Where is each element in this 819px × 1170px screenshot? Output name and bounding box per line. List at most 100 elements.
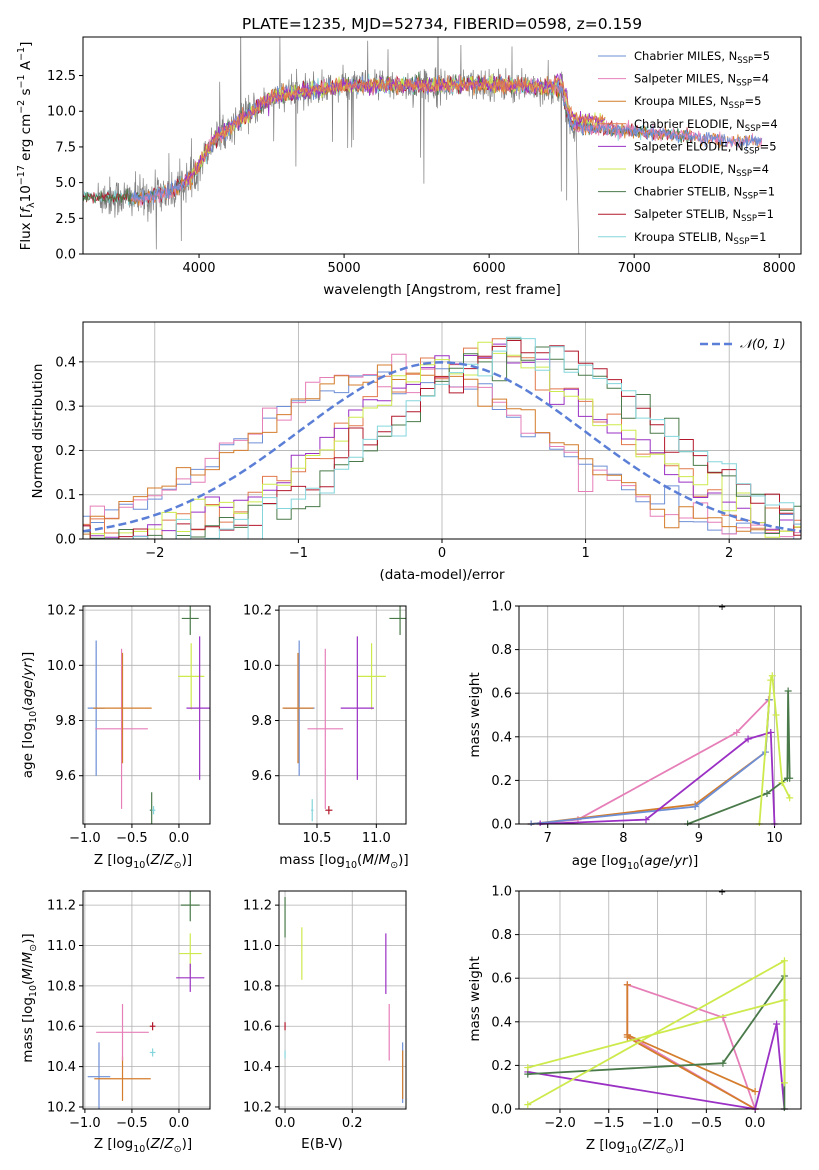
spectrum-xtick-label-1: 5000 bbox=[328, 261, 361, 276]
mass-vs-metallicity-point-4 bbox=[149, 1048, 156, 1057]
spectrum-ytick-label-2: 5.0 bbox=[55, 176, 76, 191]
massweight-vs-age-marker-5-2 bbox=[768, 672, 776, 680]
age-vs-mass-xtick-label-0: 10.5 bbox=[303, 831, 332, 846]
age-vs-metallicity-xtick-label-0: −1.0 bbox=[69, 831, 101, 846]
residual-xtick-label-3: 1 bbox=[581, 546, 589, 561]
spectrum-axes-frame bbox=[82, 36, 802, 255]
residual-xtick-label-4: 2 bbox=[725, 546, 733, 561]
mass-vs-metallicity-point-7 bbox=[176, 963, 205, 992]
spectrum-ytick-label-5: 12.5 bbox=[47, 69, 76, 84]
spectrum-legend: Chabrier MILES, NSSP=5 Salpeter MILES, NS… bbox=[598, 49, 778, 247]
massweight-vs-age-marker-3-2 bbox=[744, 735, 752, 743]
massweight-vs-age-panel: 7 8 9 10 0.0 0.2 0.4 0.6 0.8 1.0 + bbox=[491, 600, 802, 846]
age-vs-metallicity-frame bbox=[82, 605, 211, 825]
mass-vs-metallicity-ylabel: mass [log10(M/M⊙)] bbox=[20, 933, 39, 1062]
residual-legend: 𝒩(0, 1) bbox=[700, 336, 786, 351]
massweight-vs-metallicity-top-marker: + bbox=[718, 887, 726, 898]
mass-vs-ebv-ytick-label-2: 10.6 bbox=[243, 1020, 272, 1035]
age-vs-mass-panel: 10.5 11.0 9.6 9.8 10.0 10.2 bbox=[243, 604, 407, 846]
age-vs-metallicity-point-7 bbox=[186, 636, 210, 780]
age-vs-mass-point-1 bbox=[282, 652, 314, 764]
model-spectrum-3 bbox=[184, 74, 606, 191]
legend-label-4: Salpeter ELODIE, NSSP=5 bbox=[634, 139, 777, 156]
legend-label-6: Chabrier STELIB, NSSP=1 bbox=[634, 185, 775, 202]
legend-label-2: Kroupa MILES, NSSP=5 bbox=[634, 94, 761, 111]
massweight-vs-age-ytick-label-2: 0.4 bbox=[491, 730, 512, 745]
legend-label-1: Salpeter MILES, NSSP=4 bbox=[634, 72, 769, 89]
observed-spectrum bbox=[97, 37, 580, 254]
massweight-vs-metallicity-xlabel: Z [log10(Z/Z⊙)] bbox=[586, 1137, 684, 1156]
massweight-vs-age-frame bbox=[518, 605, 802, 825]
mass-vs-ebv-panel: 0.0 0.2 10.2 10.4 10.6 10.8 11.0 11.2 bbox=[243, 890, 407, 1131]
spectrum-ylabel: Flux [fλ10−17 erg cm−2 s−1 A−1] bbox=[16, 42, 37, 251]
residual-xtick-label-0: −2 bbox=[145, 546, 164, 561]
massweight-vs-age-xtick-label-3: 10 bbox=[766, 831, 783, 846]
mass-vs-ebv-frame bbox=[278, 890, 407, 1110]
massweight-vs-metallicity-marker-4-4 bbox=[524, 1064, 532, 1072]
residual-hist-8 bbox=[83, 336, 801, 539]
residual-ytick-label-3: 0.3 bbox=[55, 400, 76, 415]
age-vs-metallicity-ytick-label-0: 9.6 bbox=[55, 769, 76, 784]
massweight-vs-metallicity-ytick-label-1: 0.2 bbox=[491, 1059, 512, 1074]
mass-vs-metallicity-panel: −1.0 −0.5 0.0 10.2 10.4 10.6 10.8 11.0 11.2 bbox=[47, 890, 211, 1131]
massweight-vs-metallicity-xtick-label-0: −2.0 bbox=[544, 1116, 576, 1131]
spectrum-xtick-label-4: 8000 bbox=[763, 261, 796, 276]
mass-vs-ebv-ytick-label-5: 11.2 bbox=[243, 899, 272, 914]
gaussian-curve bbox=[83, 361, 801, 533]
age-vs-metallicity-ytick-label-1: 9.8 bbox=[55, 714, 76, 729]
massweight-vs-age-xtick-label-2: 9 bbox=[695, 831, 703, 846]
residual-panel: −2 −1 0 1 2 0.0 0.1 0.2 0.3 0.4 (data-model)/erro… bbox=[30, 321, 802, 583]
mass-vs-metallicity-ytick-label-0: 10.2 bbox=[47, 1100, 76, 1115]
age-vs-mass-point-5 bbox=[357, 643, 386, 710]
massweight-vs-metallicity-marker-1-4 bbox=[751, 1088, 759, 1096]
legend-label-0: Chabrier MILES, NSSP=5 bbox=[634, 49, 770, 66]
massweight-vs-age-ytick-label-1: 0.2 bbox=[491, 774, 512, 789]
residual-xtick-label-2: 0 bbox=[438, 546, 446, 561]
model-spectrum-0 bbox=[130, 75, 763, 205]
mass-vs-metallicity-point-3 bbox=[149, 1022, 156, 1031]
age-vs-mass-frame bbox=[278, 605, 407, 825]
massweight-vs-age-series-1 bbox=[530, 699, 771, 825]
massweight-vs-metallicity-ylabel: mass weight bbox=[467, 956, 483, 1041]
spectrum-ytick-label-1: 2.5 bbox=[55, 212, 76, 227]
age-vs-metallicity-panel: −1.0 −0.5 0.0 9.6 9.8 10.0 10.2 bbox=[47, 604, 211, 846]
mass-vs-metallicity-point-2 bbox=[96, 1004, 149, 1061]
massweight-vs-metallicity-ytick-label-3: 0.6 bbox=[491, 972, 512, 987]
massweight-vs-age-series-2 bbox=[531, 699, 771, 825]
age-vs-mass-point-4 bbox=[311, 799, 314, 822]
age-vs-metallicity-point-2 bbox=[93, 652, 152, 764]
massweight-vs-metallicity-marker-1-2 bbox=[623, 981, 631, 989]
massweight-vs-age-marker-5-3 bbox=[772, 711, 780, 719]
mass-vs-metallicity-xtick-label-0: −1.0 bbox=[69, 1116, 101, 1131]
legend-label-5: Kroupa ELODIE, NSSP=4 bbox=[634, 162, 769, 179]
massweight-vs-metallicity-marker-4-3 bbox=[780, 996, 788, 1004]
massweight-vs-metallicity-xtick-label-4: 0.0 bbox=[745, 1116, 766, 1131]
spectrum-xtick-label-0: 4000 bbox=[182, 261, 215, 276]
age-vs-mass-ytick-label-2: 10.0 bbox=[243, 659, 272, 674]
age-vs-metallicity-point-1 bbox=[95, 648, 148, 809]
age-vs-metallicity-xtick-label-2: 0.0 bbox=[169, 831, 190, 846]
massweight-vs-age-ytick-label-4: 0.8 bbox=[491, 643, 512, 658]
massweight-vs-metallicity-ytick-label-5: 1.0 bbox=[491, 885, 512, 900]
mass-vs-metallicity-ytick-label-4: 11.0 bbox=[47, 939, 76, 954]
legend-label-7: Salpeter STELIB, NSSP=1 bbox=[634, 207, 774, 224]
massweight-vs-age-series-0 bbox=[531, 699, 770, 825]
massweight-vs-age-ytick-label-3: 0.6 bbox=[491, 687, 512, 702]
residual-hist-1 bbox=[83, 353, 801, 538]
mass-vs-ebv-xtick-label-1: 0.2 bbox=[342, 1116, 363, 1131]
massweight-vs-age-marker-4-3 bbox=[784, 687, 792, 695]
residual-hist-7 bbox=[83, 340, 801, 539]
massweight-vs-age-marker-0-2 bbox=[733, 728, 741, 736]
mass-vs-metallicity-xlabel: Z [log10(Z/Z⊙)] bbox=[94, 1136, 192, 1155]
massweight-vs-metallicity-marker-2-2 bbox=[773, 1020, 781, 1028]
residual-ytick-label-1: 0.1 bbox=[55, 488, 76, 503]
massweight-vs-age-ylabel: mass weight bbox=[467, 672, 483, 757]
massweight-vs-age-ytick-label-5: 1.0 bbox=[491, 600, 512, 615]
mass-vs-ebv-xtick-label-0: 0.0 bbox=[275, 1116, 296, 1131]
massweight-vs-metallicity-marker-3-1 bbox=[719, 1059, 727, 1067]
age-vs-mass-ytick-label-0: 9.6 bbox=[251, 769, 272, 784]
massweight-vs-age-marker-5-5 bbox=[786, 794, 794, 802]
mass-vs-ebv-ytick-label-4: 11.0 bbox=[243, 939, 272, 954]
mass-vs-ebv-ytick-label-3: 10.8 bbox=[243, 979, 272, 994]
massweight-vs-age-xtick-label-0: 7 bbox=[544, 831, 552, 846]
